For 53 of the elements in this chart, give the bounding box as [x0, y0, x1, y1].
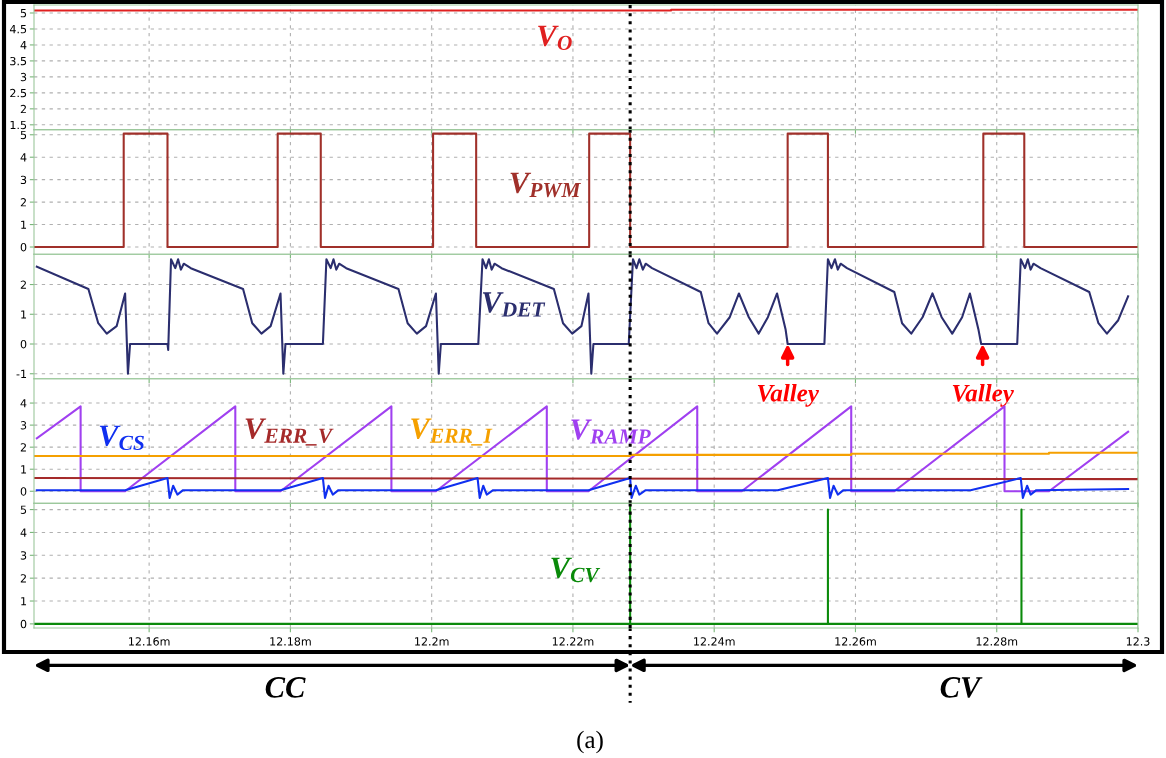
y-tick-label: 1.5	[10, 120, 27, 130]
series-label: V$_{O}$	[538, 25, 572, 51]
y-tick-label: -1	[16, 369, 27, 378]
y-tick-label: 2.5	[10, 88, 27, 98]
x-tick-label: 12.26m	[835, 637, 876, 646]
y-tick-label: 4	[20, 41, 27, 50]
y-tick-label: 5	[20, 505, 27, 514]
y-tick-label: 1	[21, 310, 27, 319]
y-tick-label: 3	[20, 551, 27, 560]
text: CV	[940, 677, 983, 698]
series-label: V$_{ERR_I}$	[411, 418, 493, 446]
y-tick-label: 2	[20, 198, 26, 207]
series-label: V$_{CS}$	[99, 425, 144, 451]
y-tick-label: 2	[20, 280, 26, 289]
y-tick-label: 5	[20, 130, 27, 140]
x-tick-label: 12.28m	[976, 637, 1018, 646]
x-tick-label: 12.2m	[415, 637, 449, 646]
y-tick-label: 3.5	[10, 56, 27, 66]
y-tick-label: 2	[20, 443, 26, 452]
x-tick-label: 12.22m	[552, 637, 594, 646]
y-tick-label: 4	[20, 528, 27, 537]
x-tick-label: 12.24m	[694, 637, 735, 646]
series-label: V$_{PWM}$	[510, 172, 582, 198]
x-tick-label: 12.16m	[129, 637, 170, 646]
y-tick-label: 3	[20, 72, 27, 82]
y-tick-label: 0	[20, 339, 27, 349]
y-tick-label: 2	[20, 104, 26, 114]
text: CC	[265, 677, 306, 698]
y-tick-label: 0	[20, 487, 27, 496]
y-tick-label: 2	[20, 574, 26, 583]
series-label: V$_{CV}$	[551, 557, 601, 583]
y-tick-label: 3	[20, 175, 27, 185]
x-tick-label: 12.18m	[270, 637, 311, 646]
y-tick-label: 1	[21, 465, 27, 474]
text: (a)	[577, 730, 603, 754]
x-tick-label: 12.3	[1126, 637, 1150, 646]
y-tick-label: 0	[20, 242, 27, 252]
y-tick-label: 5	[20, 9, 27, 18]
annotation: Valley	[952, 384, 1014, 407]
y-tick-label: 4	[20, 399, 27, 408]
y-tick-label: 1	[21, 597, 27, 606]
annotation: Valley	[757, 384, 819, 407]
series-label: V$_{ERR_V}$	[245, 418, 334, 446]
y-tick-label: 4	[20, 153, 27, 162]
line-series	[35, 405, 1130, 493]
series-label: V$_{RAMP}$	[571, 419, 651, 444]
line-series	[35, 477, 1130, 499]
y-tick-label: 4.5	[9, 25, 27, 34]
y-tick-label: 1	[21, 220, 27, 229]
y-tick-label: 3	[20, 421, 27, 430]
series-label: V$_{DET}$	[482, 292, 546, 317]
y-tick-label: 0	[20, 619, 27, 629]
line-series	[35, 258, 1130, 375]
